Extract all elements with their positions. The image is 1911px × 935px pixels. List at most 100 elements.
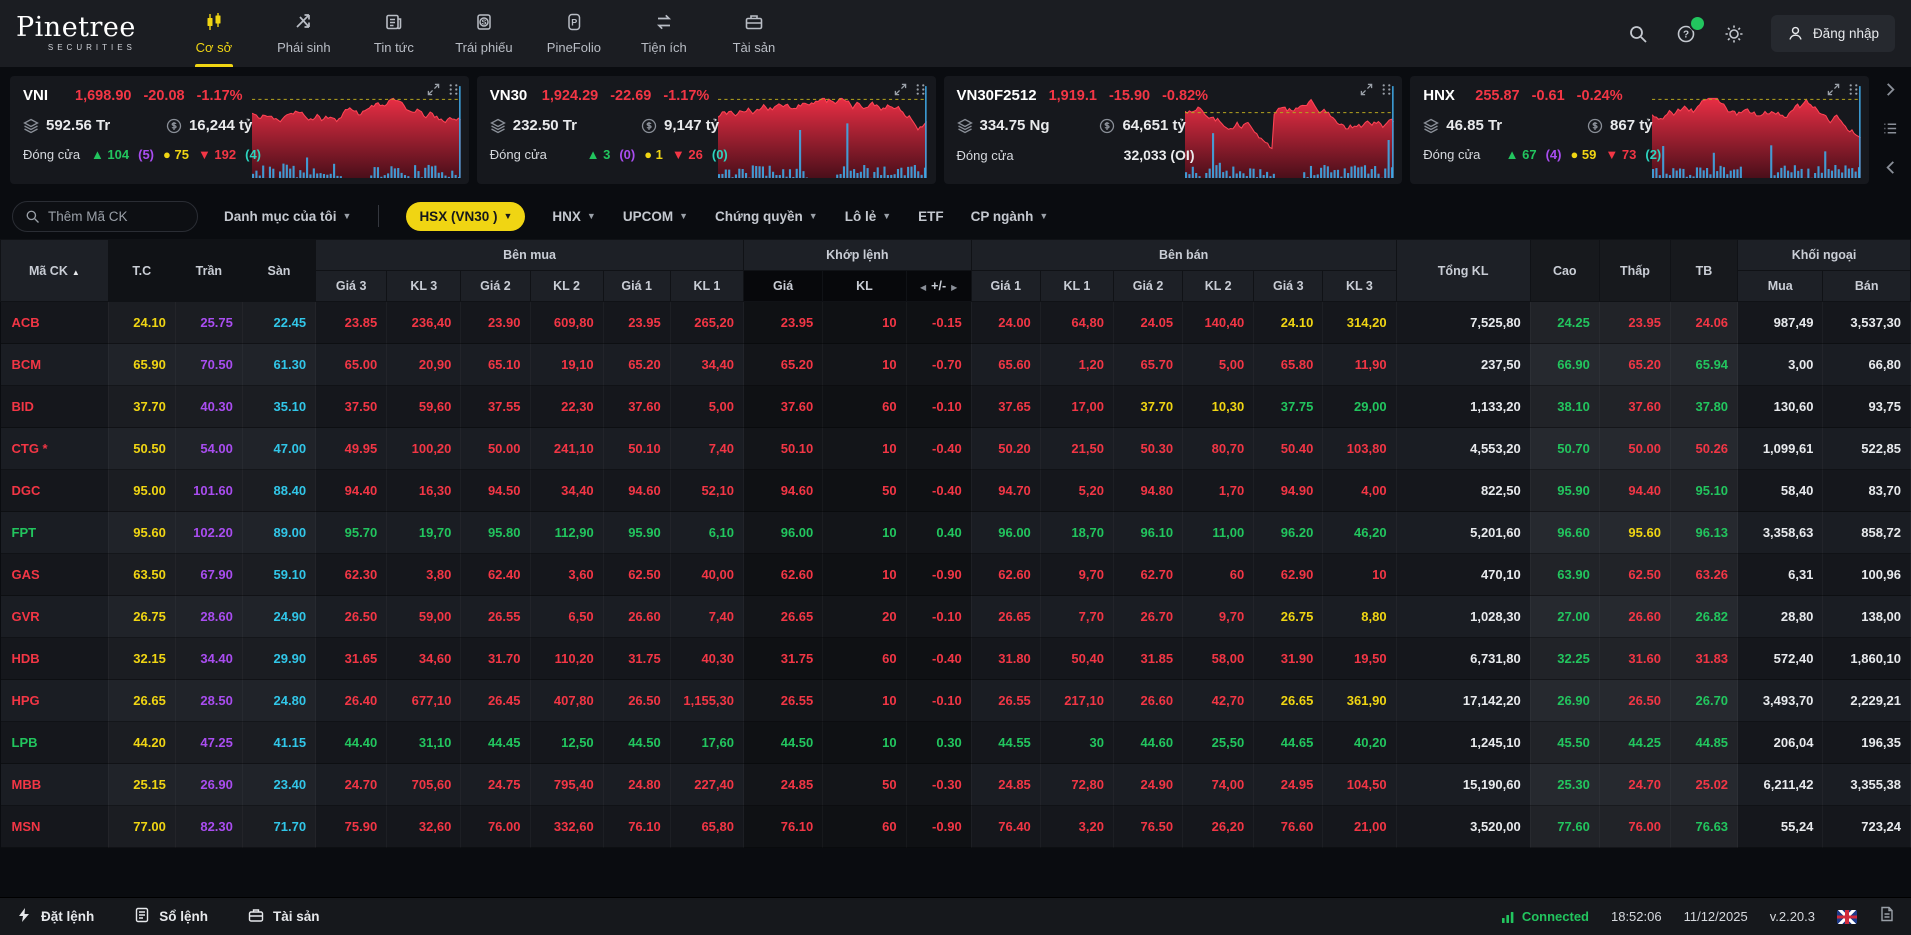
language-flag-icon[interactable]: [1837, 909, 1857, 924]
col-ceiling[interactable]: Trần: [174, 239, 243, 302]
money-icon: [641, 118, 657, 133]
stock-row-fpt[interactable]: FPT 95.60 102.20 89.00 95.70 19,70 95.80 112,90…: [0, 511, 1911, 554]
layers-icon: [956, 118, 973, 133]
col-sell-4[interactable]: Giá 3: [1253, 270, 1324, 302]
index-card-vn30f2512[interactable]: VN30F2512 1,919.1 -15.90 -0.82% 334.75 Ng 64,…: [943, 76, 1403, 184]
col-buy-4[interactable]: Giá 1: [602, 270, 671, 302]
low-price-cell: 24.70: [1599, 763, 1671, 806]
stock-row-hdb[interactable]: HDB 32.15 34.40 29.90 31.65 34,60 31.70 110,20 3…: [0, 637, 1911, 680]
col-sell-1[interactable]: KL 1: [1039, 270, 1114, 302]
index-card-vn30[interactable]: VN30 1,924.29 -22.69 -1.17% 232.50 Tr 9,147 t…: [476, 76, 936, 184]
market-tab-danh-m-c-c-a-t-i[interactable]: Danh mục của tôi ▼: [224, 209, 351, 224]
footer-sổ-lệnh-button[interactable]: Sổ lệnh: [134, 907, 208, 926]
col-buy-2[interactable]: Giá 2: [460, 270, 531, 302]
col-total-vol[interactable]: Tổng KL: [1395, 239, 1531, 302]
symbol-cell[interactable]: LPB: [0, 721, 109, 764]
add-symbol-input[interactable]: [48, 208, 185, 224]
avg-price-cell: 31.83: [1670, 637, 1738, 680]
symbol-cell[interactable]: FPT: [0, 511, 109, 554]
col-match-vol[interactable]: KL: [822, 270, 907, 302]
market-tab-upcom[interactable]: UPCOM ▼: [623, 209, 688, 224]
pinetree-logo[interactable]: Pinetree SECURITIES: [16, 14, 136, 52]
nav-item-trái-phiếu[interactable]: S Trái phiếu: [442, 0, 526, 67]
stock-row-msn[interactable]: MSN 77.00 82.30 71.70 75.90 32,60 76.00 332,60 7…: [0, 805, 1911, 848]
col-buy-0[interactable]: Giá 3: [315, 270, 388, 302]
login-button[interactable]: Đăng nhập: [1770, 15, 1895, 52]
col-sell-0[interactable]: Giá 1: [970, 270, 1041, 302]
market-tab-cp-ng-nh[interactable]: CP ngành ▼: [971, 209, 1049, 224]
chevron-left-icon[interactable]: [1883, 160, 1898, 178]
nav-item-cơ-sở[interactable]: Cơ sở: [172, 0, 256, 67]
nav-item-tài-sản[interactable]: Tài sản: [712, 0, 796, 67]
col-match-price[interactable]: Giá: [742, 270, 824, 302]
symbol-cell[interactable]: MSN: [0, 805, 109, 848]
nav-item-label: Cơ sở: [195, 40, 233, 55]
col-symbol[interactable]: Mã CK ▲: [0, 239, 109, 302]
drag-handle-icon[interactable]: [1847, 83, 1860, 101]
col-match-change[interactable]: ◀ +/- ▶: [905, 270, 972, 302]
display-settings-icon[interactable]: [1723, 23, 1745, 45]
col-buy-1[interactable]: KL 3: [386, 270, 462, 302]
stock-row-acb[interactable]: ACB 24.10 25.75 22.45 23.85 236,40 23.90 609,80…: [0, 301, 1911, 344]
stock-row-ctg[interactable]: CTG * 50.50 54.00 47.00 49.95 100,20 50.00 241,…: [0, 427, 1911, 470]
stock-row-gvr[interactable]: GVR 26.75 28.60 24.90 26.50 59,00 26.55 6,50 26.…: [0, 595, 1911, 638]
symbol-cell[interactable]: BID: [0, 385, 109, 428]
symbol-cell[interactable]: BCM: [0, 343, 109, 386]
stock-row-mbb[interactable]: MBB 25.15 26.90 23.40 24.70 705,60 24.75 795,40…: [0, 763, 1911, 806]
help-icon[interactable]: ?: [1675, 16, 1704, 45]
symbol-cell[interactable]: ACB: [0, 301, 109, 344]
expand-icon[interactable]: [427, 83, 440, 101]
drag-handle-icon[interactable]: [1380, 83, 1393, 101]
symbol-cell[interactable]: DGC: [0, 469, 109, 512]
nav-item-phái-sinh[interactable]: Phái sinh: [262, 0, 346, 67]
market-tab-hnx[interactable]: HNX ▼: [552, 209, 595, 224]
symbol-cell[interactable]: GAS: [0, 553, 109, 596]
col-sell-2[interactable]: Giá 2: [1112, 270, 1184, 302]
col-low[interactable]: Thấp: [1598, 239, 1671, 302]
add-symbol-search[interactable]: [12, 200, 198, 232]
drag-handle-icon[interactable]: [914, 83, 927, 101]
col-sell-5[interactable]: KL 3: [1322, 270, 1397, 302]
event-log-icon[interactable]: [1879, 906, 1895, 927]
nav-item-pinefolio[interactable]: P PineFolio: [532, 0, 616, 67]
market-tab-l-l[interactable]: Lô lẻ ▼: [845, 209, 891, 224]
market-tab-hsx-vn30[interactable]: HSX (VN30 ) ▼: [406, 201, 526, 231]
index-card-hnx[interactable]: HNX 255.87 -0.61 -0.24% 46.85 Tr 867 tỷ Đóng c…: [1410, 76, 1869, 184]
stock-row-gas[interactable]: GAS 63.50 67.90 59.10 62.30 3,80 62.40 3,60 62.5…: [0, 553, 1911, 596]
col-avg[interactable]: TB: [1669, 239, 1739, 302]
col-buy-3[interactable]: KL 2: [529, 270, 604, 302]
col-sell-3[interactable]: KL 2: [1182, 270, 1255, 302]
chevron-right-icon[interactable]: [1883, 82, 1898, 100]
col-ref[interactable]: T.C: [107, 239, 176, 302]
stock-row-lpb[interactable]: LPB 44.20 47.25 41.15 44.40 31,10 44.45 12,50 44…: [0, 721, 1911, 764]
search-icon[interactable]: [1627, 23, 1649, 45]
col-high[interactable]: Cao: [1529, 239, 1600, 302]
stock-row-dgc[interactable]: DGC 95.00 101.60 88.40 94.40 16,30 94.50 34,40 9…: [0, 469, 1911, 512]
symbol-cell[interactable]: CTG *: [0, 427, 109, 470]
footer-tài-sản-button[interactable]: Tài sản: [248, 907, 320, 926]
expand-icon[interactable]: [1360, 83, 1373, 101]
nav-item-tiện-ích[interactable]: Tiện ích: [622, 0, 706, 67]
symbol-cell[interactable]: HPG: [0, 679, 109, 722]
list-view-icon[interactable]: [1883, 121, 1898, 139]
ref-price-cell: 32.15: [108, 637, 176, 680]
stock-row-bid[interactable]: BID 37.70 40.30 35.10 37.50 59,60 37.55 22,30 37…: [0, 385, 1911, 428]
symbol-cell[interactable]: GVR: [0, 595, 109, 638]
market-tab-ch-ng-quy-n[interactable]: Chứng quyền ▼: [715, 209, 818, 224]
market-tab-etf[interactable]: ETF: [918, 209, 944, 224]
symbol-cell[interactable]: MBB: [0, 763, 109, 806]
expand-icon[interactable]: [1827, 83, 1840, 101]
nav-item-tin-tức[interactable]: Tin tức: [352, 0, 436, 67]
symbol-cell[interactable]: HDB: [0, 637, 109, 680]
col-floor[interactable]: Sàn: [241, 239, 317, 302]
col-foreign-0[interactable]: Mua: [1737, 270, 1824, 302]
col-buy-5[interactable]: KL 1: [669, 270, 745, 302]
drag-handle-icon[interactable]: [447, 83, 460, 101]
buy-vol-1-cell: 227,40: [670, 763, 744, 806]
expand-icon[interactable]: [894, 83, 907, 101]
footer-đặt-lệnh-button[interactable]: Đặt lệnh: [16, 907, 94, 926]
col-foreign-1[interactable]: Bán: [1822, 270, 1911, 302]
stock-row-bcm[interactable]: BCM 65.90 70.50 61.30 65.00 20,90 65.10 19,10 65…: [0, 343, 1911, 386]
index-card-vni[interactable]: VNI 1,698.90 -20.08 -1.17% 592.56 Tr 16,244 t…: [10, 76, 469, 184]
stock-row-hpg[interactable]: HPG 26.65 28.50 24.80 26.40 677,10 26.45 407,80…: [0, 679, 1911, 722]
